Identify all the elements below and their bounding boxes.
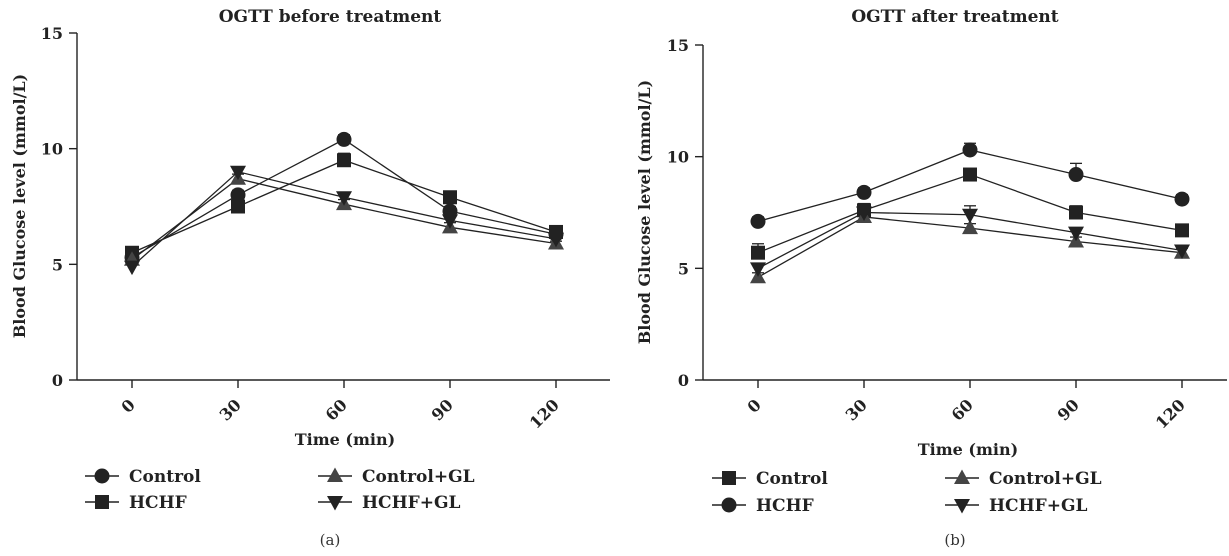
y-tick-label: 10 [41, 140, 63, 159]
data-point [856, 184, 872, 200]
x-tick-label: 90 [1054, 395, 1083, 424]
x-tick-label: 60 [322, 395, 351, 424]
data-point [443, 190, 457, 205]
data-point [442, 214, 458, 229]
series-hchf-gl [750, 205, 1190, 277]
y-tick-label: 0 [52, 371, 63, 390]
legend-label: Control+GL [362, 467, 475, 487]
data-point [1068, 226, 1084, 242]
legend-label: Control+GL [989, 469, 1102, 489]
panel-label: (a) [320, 531, 341, 549]
data-point [124, 260, 140, 276]
legend-item: Control [712, 469, 828, 489]
legend-marker [954, 469, 970, 484]
legend-label: Control [756, 469, 828, 489]
y-axis-label: Blood Glucose level (mmol/L) [635, 80, 654, 344]
x-tick-label: 30 [216, 395, 245, 424]
legend-label: HCHF [756, 496, 814, 516]
y-tick-label: 15 [41, 24, 63, 43]
legend-marker [954, 499, 970, 514]
legend-marker [327, 467, 343, 482]
legend-marker [95, 495, 109, 509]
y-axis-label: Blood Glucose level (mmol/L) [10, 74, 29, 338]
data-point [962, 208, 978, 224]
x-axis-label: Time (min) [918, 440, 1018, 459]
chart-title: OGTT after treatment [851, 7, 1058, 27]
legend-label: HCHF+GL [362, 493, 460, 513]
x-tick-label: 60 [948, 395, 977, 424]
x-tick-label: 90 [428, 395, 457, 424]
y-tick-label: 10 [667, 148, 689, 167]
x-tick-label: 0 [118, 395, 139, 416]
y-tick-label: 0 [678, 371, 689, 390]
legend-marker [722, 471, 736, 485]
legend-label: HCHF [129, 493, 187, 513]
data-point [336, 131, 352, 147]
x-tick-label: 0 [744, 395, 765, 416]
data-point [230, 165, 246, 181]
data-point [548, 232, 564, 248]
legend-marker [327, 496, 343, 511]
y-tick-label: 5 [52, 255, 63, 274]
y-tick-label: 5 [678, 259, 689, 278]
data-point [963, 167, 977, 182]
legend-item: HCHF+GL [318, 493, 460, 513]
x-axis-label: Time (min) [295, 430, 395, 449]
panel-b: OGTT after treatment 0 5 10 15 0 30 60 90 120 Time… [635, 7, 1227, 549]
legend-label: Control [129, 467, 201, 487]
legend-item: Control [85, 467, 201, 487]
legend-item: HCHF+GL [945, 496, 1087, 516]
data-point [336, 191, 352, 206]
legend-item: Control+GL [945, 469, 1102, 489]
y-tick-label: 15 [667, 36, 689, 55]
x-tick-label: 30 [842, 395, 871, 424]
data-point [1175, 223, 1189, 238]
data-point [856, 206, 872, 221]
legend-marker [721, 497, 737, 513]
panel-a: OGTT before treatment 0 5 10 15 0 30 60 90 120 Tim… [10, 7, 610, 549]
chart-title: OGTT before treatment [219, 7, 442, 27]
legend-item: Control+GL [318, 467, 475, 487]
data-point [750, 262, 766, 277]
legend-label: HCHF+GL [989, 496, 1087, 516]
data-point [337, 153, 351, 168]
data-point [1174, 244, 1190, 259]
data-point [230, 187, 246, 203]
x-tick-label: 120 [526, 395, 563, 432]
legend-marker [94, 468, 110, 484]
data-point [962, 142, 978, 158]
series-hchf [750, 142, 1190, 229]
x-tick-label: 120 [1152, 395, 1189, 432]
data-point [750, 213, 766, 229]
data-point [751, 245, 765, 260]
legend-item: HCHF [85, 493, 187, 513]
data-point [231, 199, 245, 214]
series-hchf-gl [124, 165, 564, 276]
series-control-gl [124, 170, 564, 266]
data-point [1174, 191, 1190, 207]
legend-item: HCHF [712, 496, 814, 516]
panel-label: (b) [944, 531, 965, 549]
data-point [1068, 167, 1084, 183]
data-point [962, 219, 978, 235]
data-point [1069, 205, 1083, 220]
